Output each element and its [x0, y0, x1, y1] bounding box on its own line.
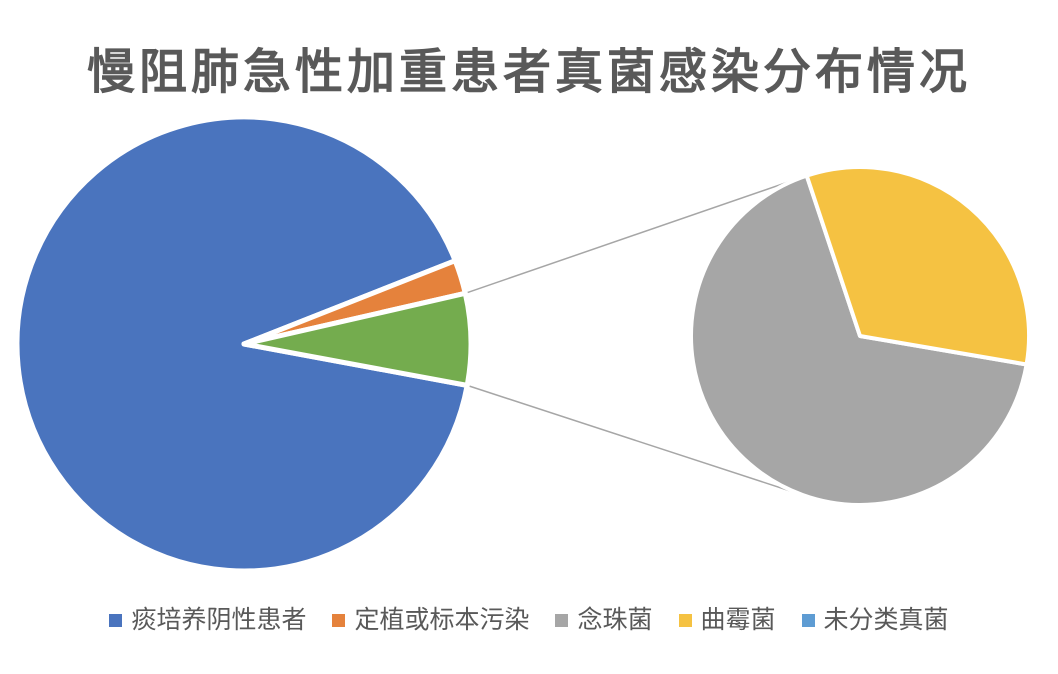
- connector-lines: [465, 175, 808, 498]
- legend-item-colonization-or-contamination: 定植或标本污染: [332, 605, 529, 635]
- legend-label: 念珠菌: [577, 606, 653, 634]
- legend-label: 痰培养阴性患者: [131, 606, 307, 634]
- slice-candida: [689, 173, 1029, 507]
- legend-item-unclassified-fungi: 未分类真菌: [801, 605, 949, 635]
- legend-label: 曲霉菌: [700, 606, 776, 634]
- legend-item-sputum-culture-negative: 痰培养阴性患者: [109, 605, 306, 635]
- legend-marker-icon: [332, 613, 346, 627]
- legend-label: 未分类真菌: [823, 606, 949, 634]
- slice-fungal-infection-group: [241, 290, 474, 388]
- legend-label: 定植或标本污染: [354, 606, 530, 634]
- legend-item-aspergillus: 曲霉菌: [678, 605, 776, 635]
- connector-line-bottom: [466, 384, 808, 498]
- legend-marker-icon: [678, 613, 692, 627]
- legend-marker-icon: [801, 613, 815, 627]
- slice-aspergillus: [804, 165, 1031, 367]
- chart-title: 慢阻肺急性加重患者真菌感染分布情况: [86, 46, 971, 99]
- legend-item-candida: 念珠菌: [555, 605, 653, 635]
- legend-marker-icon: [109, 613, 123, 627]
- connector-line-top: [465, 175, 806, 295]
- secondary-pie: [689, 165, 1031, 507]
- legend: 痰培养阴性患者 定植或标本污染 念珠菌 曲霉菌 未分类真菌: [0, 605, 1058, 635]
- legend-marker-icon: [555, 613, 569, 627]
- main-pie: [14, 114, 474, 574]
